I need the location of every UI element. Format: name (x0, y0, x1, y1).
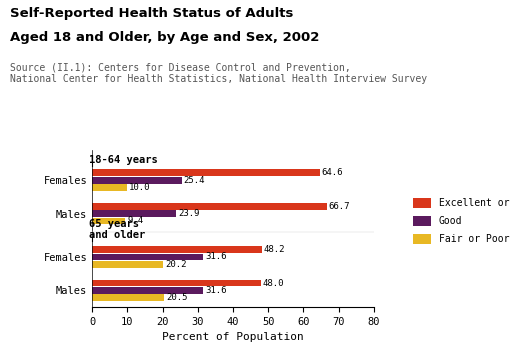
Text: 25.4: 25.4 (183, 176, 205, 185)
Text: 31.6: 31.6 (205, 252, 227, 261)
Text: 48.2: 48.2 (264, 245, 285, 254)
Text: 23.9: 23.9 (178, 209, 200, 218)
Bar (92, 254, 203, 260)
Text: 65 years
and older: 65 years and older (89, 219, 145, 240)
Bar (92, 280, 261, 287)
Text: 9.4: 9.4 (127, 216, 143, 225)
Text: 20.5: 20.5 (166, 293, 187, 302)
Text: Self-Reported Health Status of Adults: Self-Reported Health Status of Adults (10, 7, 293, 20)
Bar (92, 246, 262, 253)
Bar (92, 217, 125, 224)
Text: Aged 18 and Older, by Age and Sex, 2002: Aged 18 and Older, by Age and Sex, 2002 (10, 31, 319, 44)
Text: 18-64 years: 18-64 years (89, 155, 157, 165)
Text: 10.0: 10.0 (129, 183, 151, 192)
Legend: Excellent or Very Good, Good, Fair or Poor: Excellent or Very Good, Good, Fair or Po… (410, 194, 512, 248)
Text: 66.7: 66.7 (329, 202, 350, 211)
Text: 48.0: 48.0 (263, 279, 284, 288)
Bar (92, 184, 127, 191)
Bar (92, 295, 164, 301)
Text: 20.2: 20.2 (165, 260, 186, 269)
Text: 31.6: 31.6 (205, 286, 227, 295)
Bar (92, 169, 319, 176)
Bar (92, 203, 327, 210)
Text: Source (II.1): Centers for Disease Control and Prevention,
National Center for H: Source (II.1): Centers for Disease Contr… (10, 63, 428, 84)
Bar (92, 261, 163, 268)
Bar (92, 177, 182, 184)
Text: 64.6: 64.6 (322, 168, 343, 177)
Bar (92, 210, 176, 217)
Bar (92, 287, 203, 294)
X-axis label: Percent of Population: Percent of Population (162, 332, 304, 342)
